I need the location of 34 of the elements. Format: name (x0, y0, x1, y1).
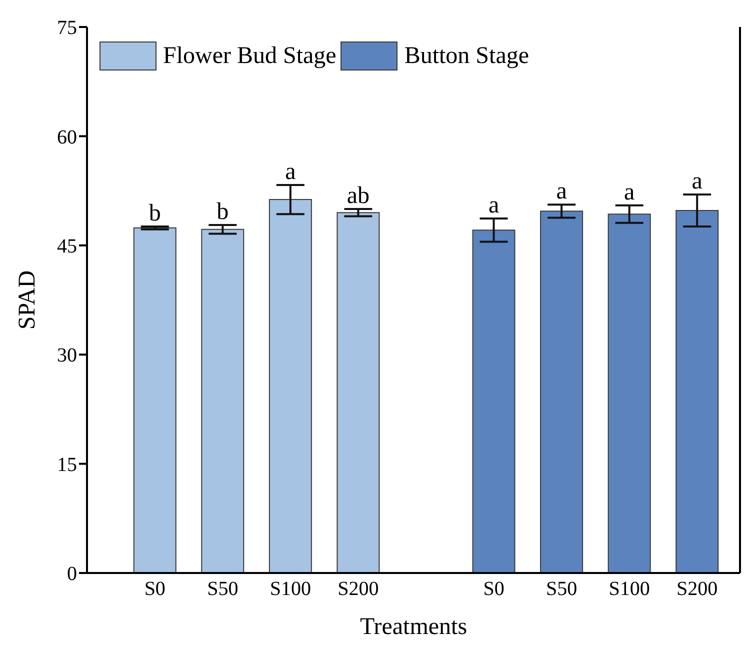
x-tick-label: S100 (608, 578, 650, 600)
bar (336, 212, 380, 573)
data-label: ab (346, 183, 370, 209)
y-tick-label: 75 (57, 17, 77, 40)
data-label: a (692, 168, 703, 194)
x-tick-label: S0 (483, 578, 504, 600)
data-label: a (488, 192, 500, 218)
x-axis-title: Treatments (360, 614, 468, 640)
x-tick-label: S200 (676, 578, 718, 600)
x-tick-label: S50 (546, 578, 578, 600)
bar (608, 214, 651, 573)
legend-label: Flower Bud Stage (163, 42, 336, 70)
data-label: b (148, 200, 161, 226)
bar (133, 227, 176, 573)
x-tick-label: S200 (338, 578, 379, 600)
data-label: b (216, 199, 229, 226)
x-tick-label: S0 (144, 578, 166, 600)
y-tick-label: 45 (57, 236, 77, 258)
data-label: a (285, 158, 296, 185)
x-tick-label: S100 (270, 578, 312, 600)
bar (472, 230, 516, 573)
x-tick-label: S50 (207, 578, 238, 600)
y-tick-label: 60 (57, 126, 77, 148)
y-axis-title: SPAD (14, 270, 41, 330)
bar (676, 210, 719, 573)
bar (268, 199, 312, 573)
y-tick-label: 15 (57, 454, 77, 476)
y-tick-label: 30 (57, 344, 77, 367)
bar (201, 228, 244, 573)
legend-label: Button Stage (404, 42, 529, 70)
y-tick-label: 0 (67, 563, 77, 586)
bar (540, 210, 584, 573)
data-label: a (556, 178, 568, 205)
data-label: a (624, 179, 635, 206)
